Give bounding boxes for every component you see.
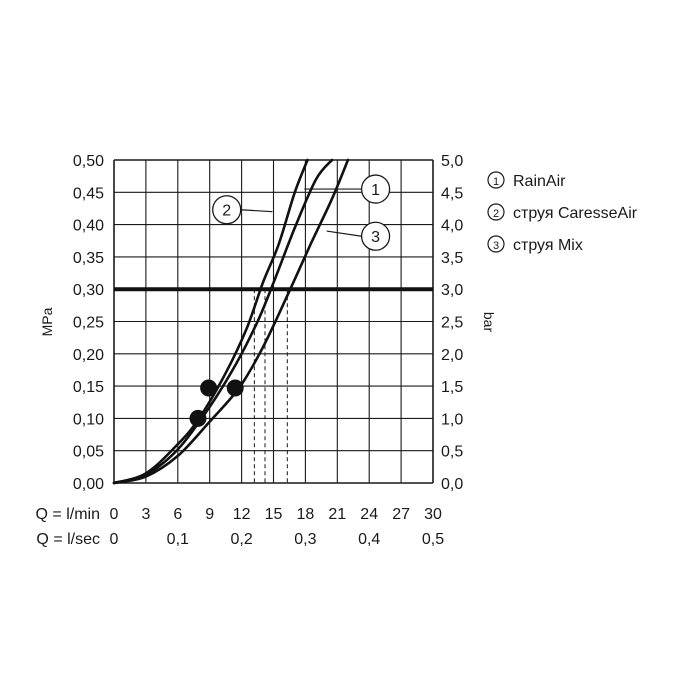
x-tick-label: 12 — [233, 506, 251, 523]
tick-labels: 0,000,050,100,150,200,250,300,350,400,45… — [73, 153, 463, 548]
y-right-tick-label: 2,5 — [441, 315, 463, 332]
callout-layer: 2 1 3 — [212, 174, 391, 251]
series-marker-2 — [189, 409, 207, 427]
legend-number: 3 — [493, 240, 499, 252]
legend-item-2: 2 струя CaresseAir — [487, 203, 638, 222]
y-right-tick-label: 0,0 — [441, 476, 463, 493]
y-left-axis-label: MPa — [39, 307, 55, 336]
legend-item-3: 3 струя Mix — [487, 235, 583, 254]
callout-leader-2 — [240, 209, 273, 213]
legend-number-circle — [487, 203, 505, 221]
callout-number-2: 2 — [222, 203, 231, 220]
y-left-tick-label: 0,30 — [73, 282, 104, 299]
y-left-tick-label: 0,25 — [73, 315, 104, 332]
y-left-tick-label: 0,40 — [73, 218, 104, 235]
callout-circle-3 — [360, 221, 391, 251]
series-line-1 — [112, 158, 334, 485]
marker-layer — [189, 379, 244, 427]
x-tick-label: 3 — [141, 506, 150, 523]
y-right-tick-label: 0,5 — [441, 444, 463, 461]
legend-number: 1 — [493, 176, 499, 188]
legend-number-circle — [487, 171, 505, 189]
legend-number-circle — [487, 235, 505, 253]
x-secondary-tick-label: 0,5 — [422, 531, 444, 548]
y-left-tick-label: 0,05 — [73, 444, 104, 461]
legend-label: струя Mix — [513, 237, 583, 254]
x-secondary-tick-label: 0,4 — [358, 531, 380, 548]
x-secondary-unit-label: Q = l/sec — [36, 531, 100, 548]
x-secondary-tick-label: 0,3 — [294, 531, 316, 548]
series-marker-1 — [200, 379, 218, 397]
series-marker-3 — [226, 379, 244, 397]
legend-label: RainAir — [513, 173, 566, 190]
x-tick-label: 21 — [328, 506, 346, 523]
x-secondary-tick-label: 0 — [110, 531, 119, 548]
x-primary-unit-label: Q = l/min — [36, 506, 100, 523]
x-tick-label: 0 — [110, 506, 119, 523]
x-tick-label: 15 — [265, 506, 283, 523]
projection-lines — [253, 289, 288, 483]
y-right-tick-label: 3,0 — [441, 282, 463, 299]
series-layer — [112, 158, 350, 485]
y-left-tick-label: 0,45 — [73, 185, 104, 202]
y-right-tick-label: 3,5 — [441, 250, 463, 267]
legend-number: 2 — [493, 208, 499, 220]
y-right-tick-label: 5,0 — [441, 153, 463, 170]
x-tick-label: 24 — [360, 506, 378, 523]
callout-circle-1 — [360, 174, 391, 204]
y-left-tick-label: 0,00 — [73, 476, 104, 493]
y-left-tick-label: 0,15 — [73, 379, 104, 396]
callout-number-1: 1 — [371, 182, 380, 199]
legend-item-1: 1 RainAir — [487, 171, 566, 190]
y-right-tick-label: 1,0 — [441, 411, 463, 428]
y-left-tick-label: 0,20 — [73, 347, 104, 364]
y-right-tick-label: 1,5 — [441, 379, 463, 396]
callout-leader-3 — [326, 230, 362, 237]
y-left-tick-label: 0,10 — [73, 411, 104, 428]
x-tick-label: 6 — [173, 506, 182, 523]
y-right-tick-label: 2,0 — [441, 347, 463, 364]
x-tick-label: 18 — [297, 506, 315, 523]
x-tick-label: 27 — [392, 506, 410, 523]
y-left-tick-label: 0,35 — [73, 250, 104, 267]
grid — [113, 159, 434, 484]
legend-label: струя CaresseAir — [513, 205, 638, 222]
series-line-2 — [112, 158, 309, 485]
x-tick-label: 30 — [424, 506, 442, 523]
y-right-tick-label: 4,0 — [441, 218, 463, 235]
y-right-tick-label: 4,5 — [441, 185, 463, 202]
callout-number-3: 3 — [371, 229, 380, 246]
x-tick-label: 9 — [205, 506, 214, 523]
x-secondary-tick-label: 0,1 — [167, 531, 189, 548]
y-left-tick-label: 0,50 — [73, 153, 104, 170]
y-right-axis-label: bar — [481, 312, 497, 333]
legend: 1 RainAir 2 струя CaresseAir 3 струя Mix — [487, 171, 638, 254]
callout-circle-2 — [212, 195, 242, 225]
series-line-3 — [112, 158, 350, 485]
x-secondary-tick-label: 0,2 — [230, 531, 252, 548]
